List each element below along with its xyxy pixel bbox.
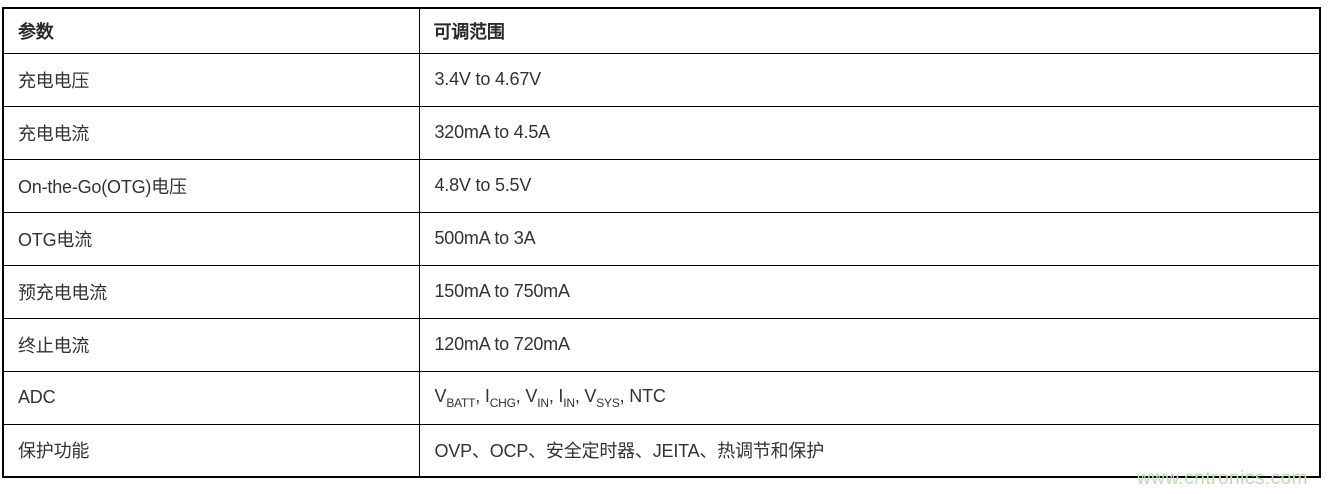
param-cell-otg-voltage: On-the-Go(OTG)电压: [2, 158, 420, 213]
table-row: 充电电流 320mA to 4.5A: [2, 105, 1321, 160]
table-row: On-the-Go(OTG)电压 4.8V to 5.5V: [2, 158, 1321, 213]
param-cell-charge-current: 充电电流: [2, 105, 420, 160]
subscript-label: SYS: [596, 396, 620, 411]
col-header-range: 可调范围: [418, 7, 1321, 54]
spec-table: 参数 可调范围 充电电压 3.4V to 4.67V 充电电流 320mA to…: [2, 7, 1321, 478]
table-row: OTG电流 500mA to 3A: [2, 211, 1321, 266]
range-cell-termination-current: 120mA to 720mA: [418, 317, 1321, 372]
range-cell-charge-current: 320mA to 4.5A: [418, 105, 1321, 160]
table-row: 预充电电流 150mA to 750mA: [2, 264, 1321, 319]
subscript-label: IN: [537, 396, 549, 411]
param-cell-termination-current: 终止电流: [2, 317, 420, 372]
range-cell-otg-current: 500mA to 3A: [418, 211, 1321, 266]
param-cell-precharge-current: 预充电电流: [2, 264, 420, 319]
range-cell-protection: OVP、OCP、安全定时器、JEITA、热调节和保护: [418, 423, 1321, 478]
param-cell-charge-voltage: 充电电压: [2, 52, 420, 107]
table-row: 充电电压 3.4V to 4.67V: [2, 52, 1321, 107]
param-cell-otg-current: OTG电流: [2, 211, 420, 266]
range-cell-precharge-current: 150mA to 750mA: [418, 264, 1321, 319]
range-cell-adc: VBATT, ICHG, VIN, IIN, VSYS, NTC: [418, 370, 1321, 425]
watermark: www.cntronics.com: [1136, 468, 1308, 489]
table-row: 终止电流 120mA to 720mA: [2, 317, 1321, 372]
table-body: 充电电压 3.4V to 4.67V 充电电流 320mA to 4.5A On…: [2, 52, 1321, 478]
range-cell-otg-voltage: 4.8V to 5.5V: [418, 158, 1321, 213]
table-row: 保护功能 OVP、OCP、安全定时器、JEITA、热调节和保护: [2, 423, 1321, 478]
param-cell-protection: 保护功能: [2, 423, 420, 478]
range-cell-charge-voltage: 3.4V to 4.67V: [418, 52, 1321, 107]
header-row: 参数 可调范围: [2, 7, 1321, 54]
param-cell-adc: ADC: [2, 370, 420, 425]
col-header-param: 参数: [2, 7, 420, 54]
subscript-label: CHG: [489, 396, 516, 411]
subscript-label: BATT: [446, 396, 476, 411]
subscript-label: IN: [563, 396, 575, 411]
table-row: ADC VBATT, ICHG, VIN, IIN, VSYS, NTC: [2, 370, 1321, 425]
